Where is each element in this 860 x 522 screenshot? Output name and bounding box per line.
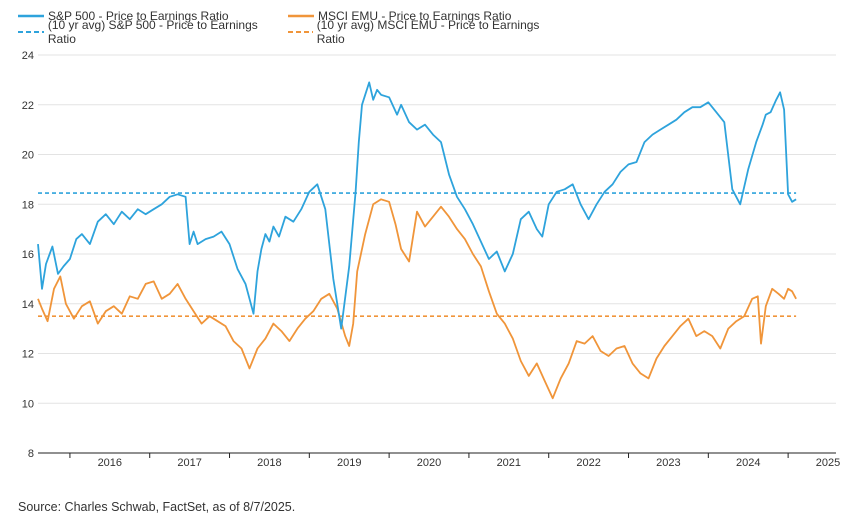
- legend-item-sp500: S&P 500 - Price to Earnings Ratio: [18, 9, 288, 23]
- legend-label-emu-avg: (10 yr avg) MSCI EMU - Price to Earnings…: [316, 18, 540, 46]
- chart-legend: S&P 500 - Price to Earnings Ratio MSCI E…: [18, 8, 558, 46]
- x-tick-label-2017: 2017: [177, 457, 201, 469]
- x-tick-label-2023: 2023: [656, 457, 680, 469]
- x-tick-label-2018: 2018: [257, 457, 281, 469]
- y-tick-label-24: 24: [22, 50, 34, 62]
- x-tick-label-2020: 2020: [417, 457, 441, 469]
- series-sp500-line: [37, 81, 797, 330]
- legend-swatch-sp500-avg: [18, 31, 44, 33]
- legend-item-emu: MSCI EMU - Price to Earnings Ratio: [288, 9, 558, 23]
- legend-item-sp500-avg: (10 yr avg) S&P 500 - Price to Earnings …: [18, 18, 288, 46]
- x-tick-label-2019: 2019: [337, 457, 361, 469]
- y-tick-label-12: 12: [22, 349, 34, 361]
- legend-item-emu-avg: (10 yr avg) MSCI EMU - Price to Earnings…: [288, 18, 558, 46]
- y-tick-label-22: 22: [22, 100, 34, 112]
- y-tick-label-20: 20: [22, 150, 34, 162]
- series-emu-line: [37, 198, 797, 400]
- source-note: Source: Charles Schwab, FactSet, as of 8…: [18, 500, 296, 514]
- legend-swatch-emu: [288, 14, 314, 18]
- y-tick-label-14: 14: [22, 299, 34, 311]
- x-tick-label-2016: 2016: [98, 457, 122, 469]
- x-tick-label-2022: 2022: [576, 457, 600, 469]
- x-tick-label-2021: 2021: [497, 457, 521, 469]
- x-tick-label-2025: 2025: [816, 457, 840, 469]
- legend-label-sp500: S&P 500 - Price to Earnings Ratio: [48, 9, 229, 23]
- y-tick-label-10: 10: [22, 398, 34, 410]
- legend-label-sp500-avg: (10 yr avg) S&P 500 - Price to Earnings …: [47, 18, 258, 46]
- x-tick-label-2024: 2024: [736, 457, 760, 469]
- legend-label-emu: MSCI EMU - Price to Earnings Ratio: [318, 9, 512, 23]
- legend-swatch-emu-avg: [288, 31, 313, 33]
- y-tick-label-8: 8: [28, 448, 34, 460]
- y-tick-label-16: 16: [22, 249, 34, 261]
- legend-swatch-sp500: [18, 14, 44, 18]
- y-tick-label-18: 18: [22, 199, 34, 211]
